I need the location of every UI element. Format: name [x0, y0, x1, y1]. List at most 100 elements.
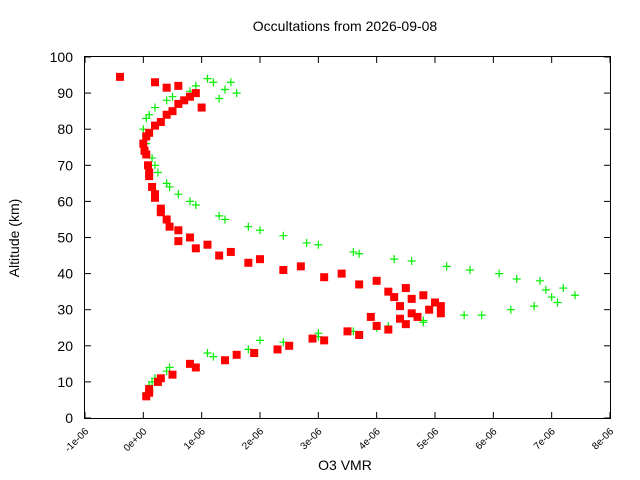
data-point — [308, 334, 317, 343]
data-point — [384, 287, 393, 296]
data-point — [343, 327, 352, 336]
data-point — [396, 302, 404, 311]
data-point — [425, 305, 434, 314]
y-tick-label: 80 — [57, 121, 73, 137]
data-point — [191, 363, 200, 372]
data-point — [215, 94, 224, 103]
data-point — [156, 117, 165, 126]
data-point — [151, 161, 159, 170]
data-point — [174, 99, 183, 108]
data-point — [279, 231, 288, 240]
data-point — [436, 309, 445, 318]
data-point — [215, 251, 224, 260]
data-point — [186, 197, 194, 206]
data-point — [256, 226, 264, 235]
series-2 — [116, 72, 445, 401]
data-point — [285, 341, 294, 350]
data-point — [442, 262, 451, 271]
data-point — [162, 83, 171, 92]
data-point — [244, 258, 253, 267]
data-point — [349, 247, 358, 256]
data-point — [530, 302, 539, 311]
data-point — [256, 255, 264, 264]
data-point — [226, 247, 235, 256]
data-point — [186, 92, 194, 101]
data-point — [139, 139, 148, 148]
data-point — [191, 89, 200, 98]
data-point — [296, 262, 305, 271]
data-point — [174, 226, 183, 235]
data-point — [142, 132, 151, 141]
data-point — [151, 190, 159, 199]
chart-title: Occultations from 2026-09-08 — [253, 18, 438, 34]
data-point — [221, 85, 229, 94]
data-point — [314, 329, 323, 338]
data-point — [559, 284, 568, 293]
data-point — [180, 96, 189, 105]
data-point — [366, 312, 375, 321]
data-point — [174, 190, 183, 199]
data-point — [165, 222, 174, 231]
data-point — [553, 298, 562, 307]
data-point — [320, 273, 329, 282]
data-point — [156, 208, 165, 217]
data-point — [209, 352, 218, 361]
data-point — [221, 215, 229, 224]
data-point — [203, 349, 212, 358]
data-point — [407, 309, 416, 318]
data-point — [191, 201, 200, 210]
data-point — [390, 255, 399, 264]
data-point — [314, 240, 323, 249]
y-tick-label: 30 — [57, 302, 73, 318]
data-point — [250, 349, 259, 358]
data-point — [140, 146, 149, 155]
data-point — [145, 168, 154, 177]
data-point — [156, 374, 165, 383]
data-point — [372, 321, 381, 330]
data-point — [396, 314, 404, 323]
data-point — [273, 345, 282, 354]
data-point — [512, 275, 521, 284]
data-point — [232, 350, 241, 359]
x-axis-title: O3 VMR — [318, 457, 372, 473]
data-point — [226, 78, 235, 87]
data-point — [384, 325, 393, 334]
data-point — [279, 265, 288, 274]
data-point — [197, 103, 206, 112]
data-point — [401, 320, 410, 329]
data-point — [436, 302, 445, 311]
data-point — [151, 103, 159, 112]
data-point — [571, 291, 579, 300]
y-tick-label: 0 — [65, 410, 73, 426]
data-point — [168, 92, 177, 101]
data-point — [168, 107, 177, 116]
data-point — [191, 244, 200, 253]
data-point — [145, 110, 154, 119]
data-point — [165, 182, 174, 191]
data-point — [355, 330, 364, 339]
y-tick-label: 10 — [57, 374, 73, 390]
data-point — [413, 312, 422, 321]
data-point — [401, 284, 410, 293]
data-point — [144, 161, 152, 170]
data-point — [547, 293, 556, 302]
data-point — [232, 89, 241, 98]
data-point — [419, 318, 428, 327]
data-point — [162, 96, 171, 105]
data-point — [244, 222, 253, 231]
data-point — [431, 298, 439, 307]
data-point — [116, 72, 124, 81]
data-point — [466, 265, 474, 274]
data-point — [221, 356, 229, 365]
data-point — [162, 110, 171, 119]
data-point — [390, 293, 399, 302]
y-tick-label: 40 — [57, 266, 73, 282]
data-point — [153, 168, 162, 177]
data-point — [372, 276, 381, 285]
data-point — [495, 269, 504, 278]
y-tick-label: 60 — [57, 193, 73, 209]
y-axis-title: Altitude (km) — [6, 199, 22, 278]
y-tick-label: 70 — [57, 157, 73, 173]
